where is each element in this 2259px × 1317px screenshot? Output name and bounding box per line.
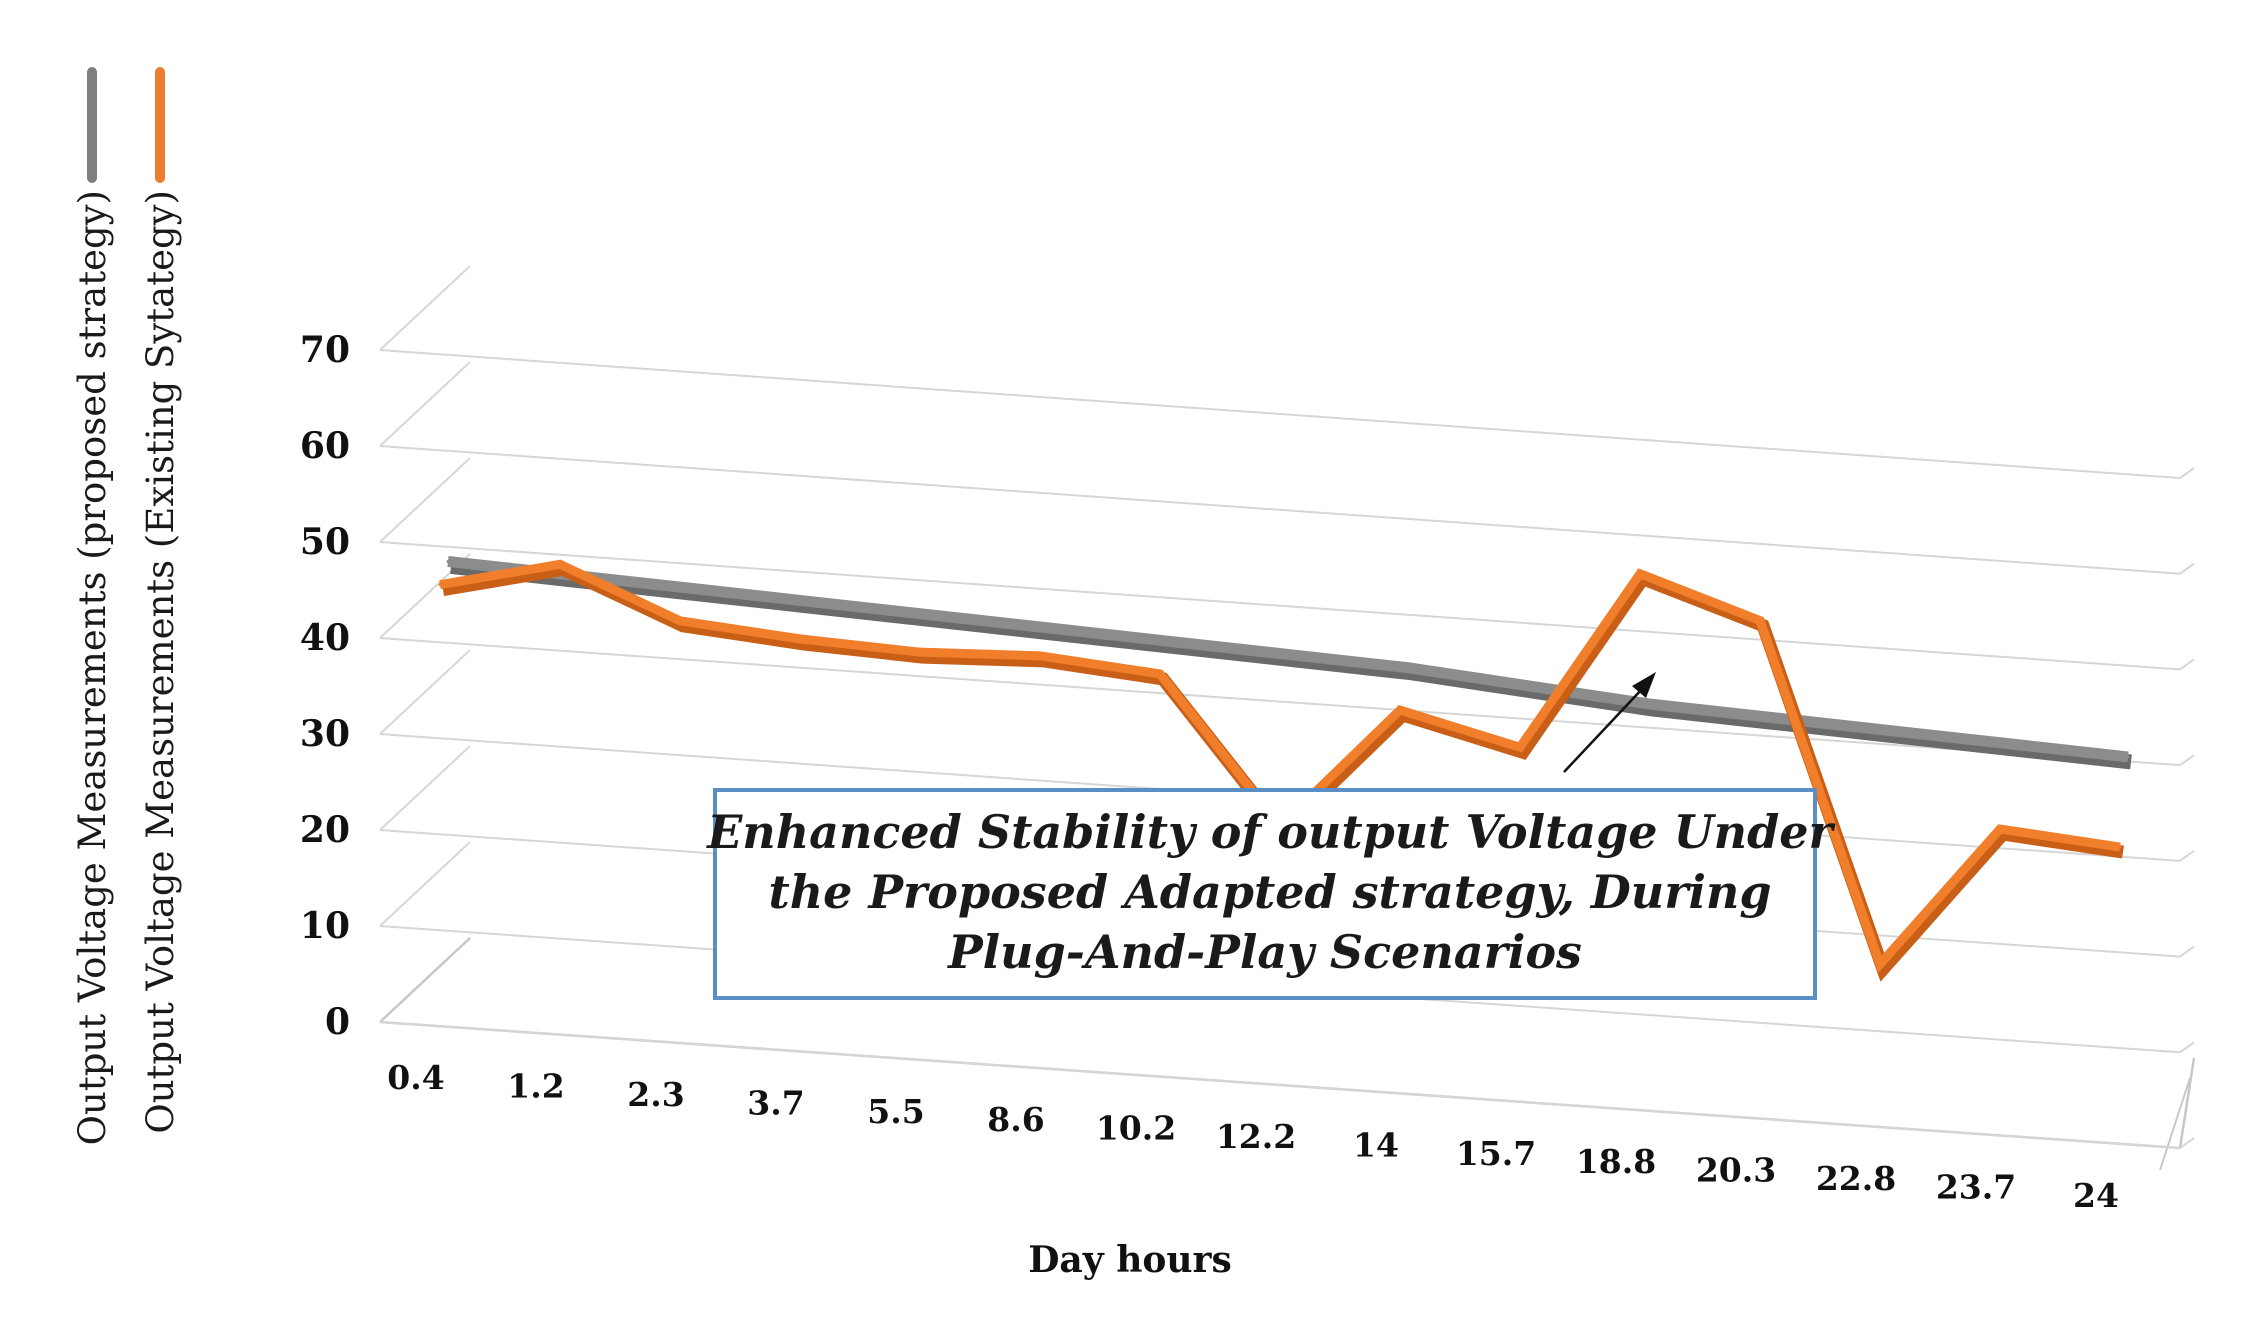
x-tick-label: 3.7 bbox=[747, 1083, 804, 1122]
data-point bbox=[1878, 962, 1882, 966]
annotation-text-line: Enhanced Stability of output Voltage Und… bbox=[705, 805, 1836, 859]
x-tick-label: 1.2 bbox=[507, 1067, 564, 1106]
x-tick-label: 8.6 bbox=[987, 1100, 1044, 1139]
data-point bbox=[806, 599, 810, 603]
y-tick-label: 50 bbox=[300, 521, 350, 563]
x-tick-label: 10.2 bbox=[1096, 1109, 1176, 1148]
back-gridline-stub bbox=[2179, 467, 2195, 479]
y-tick-label: 60 bbox=[300, 425, 350, 467]
data-point bbox=[2118, 845, 2122, 849]
data-point bbox=[1886, 728, 1890, 732]
gridline bbox=[379, 541, 2181, 671]
data-point bbox=[798, 637, 802, 641]
data-point bbox=[2126, 755, 2130, 759]
gridline bbox=[379, 445, 2181, 575]
annotation-box bbox=[713, 788, 1817, 1000]
legend-label: Output Voltage Measurements (proposed st… bbox=[71, 190, 114, 1145]
data-point bbox=[918, 650, 922, 654]
data-point bbox=[438, 583, 442, 587]
legend-label: Output Voltage Measurements (Existing Sy… bbox=[139, 190, 182, 1134]
data-point bbox=[926, 613, 930, 617]
annotation-text-line: Plug-And-Play Scenarios bbox=[946, 925, 1582, 979]
floor-left-edge bbox=[379, 937, 471, 1023]
side-gridline bbox=[379, 649, 471, 735]
x-tick-label: 0.4 bbox=[387, 1058, 444, 1097]
x-tick-label: 14 bbox=[1353, 1125, 1399, 1164]
data-point bbox=[558, 562, 562, 566]
back-gridline-stub bbox=[2179, 1041, 2195, 1054]
back-gridline-stub bbox=[2179, 754, 2195, 766]
data-point bbox=[1646, 702, 1650, 706]
annotation-arrow-head bbox=[1632, 672, 1656, 698]
side-gridline bbox=[379, 361, 471, 447]
annotation-arrow-line bbox=[1563, 687, 1644, 773]
data-point bbox=[446, 559, 450, 563]
floor-right-edge bbox=[2178, 1057, 2196, 1149]
data-point bbox=[1406, 666, 1410, 670]
data-point bbox=[1526, 684, 1530, 688]
y-tick-label: 40 bbox=[300, 617, 350, 659]
x-tick-label: 20.3 bbox=[1696, 1151, 1776, 1190]
y-tick-label: 70 bbox=[300, 329, 350, 371]
back-gridline-stub bbox=[2179, 945, 2195, 958]
back-wall-gridlines bbox=[2179, 467, 2195, 1149]
x-tick-label: 24 bbox=[2073, 1176, 2119, 1215]
x-tick-label: 15.7 bbox=[1456, 1134, 1536, 1173]
data-point bbox=[1766, 715, 1770, 719]
back-gridline-stub bbox=[2179, 1137, 2195, 1149]
floor-right-side bbox=[2159, 1077, 2191, 1171]
side-gridline bbox=[379, 265, 471, 351]
annotation-text-line: the Proposed Adapted strategy, During bbox=[768, 865, 1771, 919]
side-gridline bbox=[379, 457, 471, 543]
x-axis-title: Day hours bbox=[1028, 1239, 1232, 1281]
annotation-group: Enhanced Stability of output Voltage Und… bbox=[705, 672, 1837, 1000]
data-point bbox=[1046, 626, 1050, 630]
data-point bbox=[1398, 708, 1402, 712]
x-tick-labels: 0.4 1.2 2.3 3.7 5.5 8.6 10.2 12.2 14 15.7 18.8 20.3… bbox=[387, 1058, 2119, 1215]
data-point bbox=[2006, 742, 2010, 746]
gridline bbox=[379, 349, 2181, 479]
data-point bbox=[1166, 639, 1170, 643]
gridline bbox=[379, 1021, 2181, 1149]
data-point bbox=[1638, 572, 1642, 576]
y-tick-label: 0 bbox=[325, 1001, 350, 1043]
x-tick-label: 12.2 bbox=[1216, 1117, 1296, 1156]
y-tick-label: 10 bbox=[300, 905, 350, 947]
data-point bbox=[678, 619, 682, 623]
series-line bbox=[447, 555, 2129, 763]
x-tick-label: 23.7 bbox=[1936, 1167, 2016, 1206]
back-gridline-stub bbox=[2179, 658, 2195, 671]
back-gridline-stub bbox=[2179, 562, 2195, 575]
x-tick-label: 2.3 bbox=[627, 1075, 684, 1114]
legend: Output Voltage Measurements (proposed st… bbox=[71, 67, 182, 1145]
data-point bbox=[1286, 652, 1290, 656]
data-point bbox=[1038, 654, 1042, 658]
x-tick-label: 5.5 bbox=[867, 1092, 924, 1131]
data-point bbox=[1158, 672, 1162, 676]
front-gridlines bbox=[379, 349, 2181, 1149]
y-tick-labels: 0 10 20 30 40 50 60 70 bbox=[300, 329, 350, 1043]
y-tick-label: 30 bbox=[300, 713, 350, 755]
back-gridline-stub bbox=[2179, 850, 2195, 862]
gridline bbox=[379, 637, 2181, 767]
data-point bbox=[1998, 827, 2002, 831]
x-tick-label: 22.8 bbox=[1816, 1159, 1896, 1198]
data-point bbox=[686, 586, 690, 590]
side-gridline bbox=[379, 841, 471, 927]
y-tick-label: 20 bbox=[300, 809, 350, 851]
data-point bbox=[1518, 745, 1522, 749]
side-gridline bbox=[379, 745, 471, 831]
x-tick-label: 18.8 bbox=[1576, 1142, 1656, 1181]
data-point bbox=[1758, 619, 1762, 623]
legend-entry-proposed: Output Voltage Measurements (proposed st… bbox=[71, 67, 114, 1145]
legend-entry-existing: Output Voltage Measurements (Existing Sy… bbox=[139, 67, 182, 1134]
